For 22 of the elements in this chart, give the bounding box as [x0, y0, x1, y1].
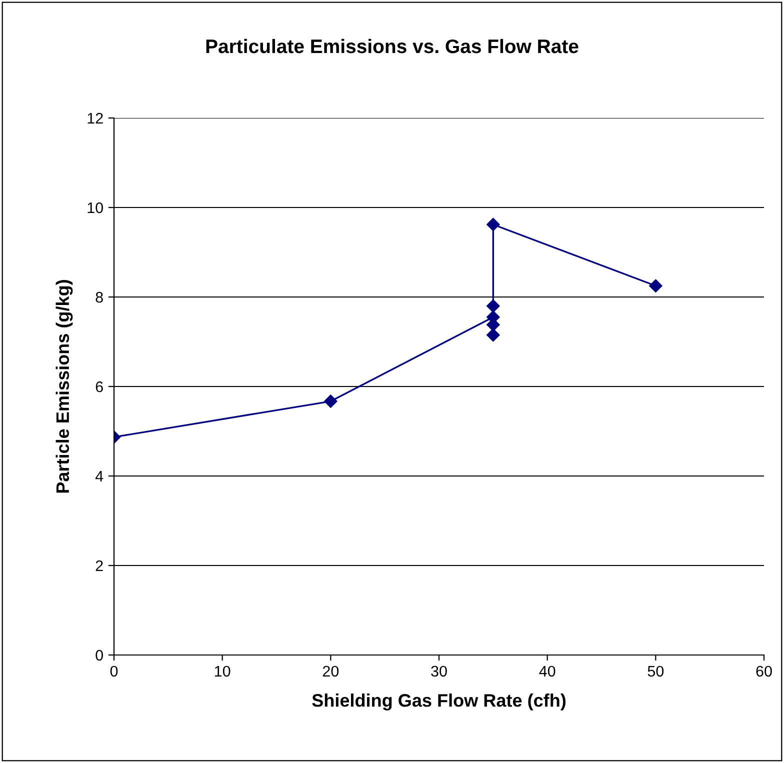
- chart-title: Particulate Emissions vs. Gas Flow Rate: [206, 38, 578, 54]
- y-tick-label: 4: [95, 471, 104, 482]
- point: [486, 328, 500, 342]
- x-tick-label: 10: [215, 666, 230, 677]
- y-tick-label: 8: [96, 292, 103, 303]
- y-tick-label: 2: [96, 560, 103, 572]
- point: [486, 218, 500, 232]
- x-tick-label: 50: [648, 666, 664, 677]
- y-tick-label: 12: [88, 112, 103, 124]
- point: [324, 394, 338, 408]
- y-tick-label: 6: [96, 381, 103, 392]
- y-tick-label: 0: [96, 650, 103, 661]
- point: [486, 299, 500, 313]
- x-tick-label: 30: [431, 666, 447, 677]
- x-tick-label: 20: [322, 666, 339, 677]
- x-tick-label: 0: [110, 666, 118, 677]
- point: [649, 279, 662, 292]
- x-tick-label: 40: [539, 666, 556, 677]
- x-tick-label: 60: [756, 666, 772, 677]
- y-tick-label: 10: [88, 202, 103, 214]
- x-axis-title: Shielding Gas Flow Rate (cfh): [312, 694, 566, 710]
- y-axis-title: Particle Emissions (g/kg): [56, 280, 73, 493]
